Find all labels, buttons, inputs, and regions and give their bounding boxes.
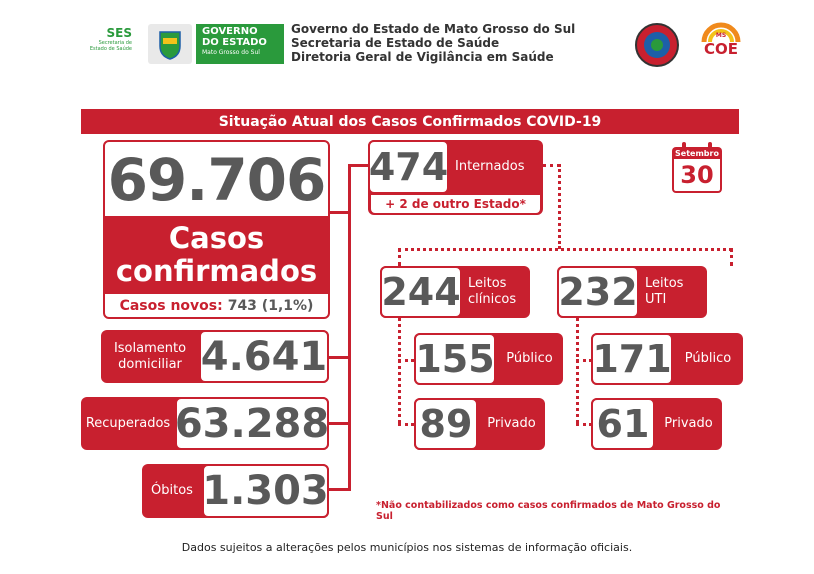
disclaimer: Dados sujeitos a alterações pelos municí… <box>181 541 633 554</box>
connector <box>328 488 351 491</box>
connector <box>348 164 351 490</box>
out-of-state-patients: + 2 de outro Estado* <box>385 197 526 211</box>
total-cases-label-2: confirmados <box>115 254 318 288</box>
clinical-beds-card: 244 Leitos clínicos <box>380 266 530 318</box>
dotted-connector <box>398 248 401 266</box>
connector <box>328 422 351 425</box>
deaths-label: Óbitos <box>151 483 193 498</box>
icu-private-label: Privado <box>664 416 713 431</box>
total-cases-label-1: Casos <box>168 221 265 255</box>
banner-title: Situação Atual dos Casos Confirmados COV… <box>218 113 602 130</box>
recovered-label: Recuperados <box>85 415 171 431</box>
clinical-public-value: 155 <box>415 337 495 381</box>
dotted-connector <box>576 359 592 362</box>
dotted-connector <box>576 318 579 423</box>
icu-public-value: 171 <box>592 337 672 381</box>
clinical-label-1: Leitos <box>468 276 507 291</box>
home-isolation-card: Isolamento domiciliar 4.641 <box>101 330 329 383</box>
hospitalized-label: Internados <box>455 159 525 174</box>
clinical-private-label: Privado <box>487 416 536 431</box>
clinical-label-2: clínicos <box>468 292 517 307</box>
hospitalized-card: 474 Internados + 2 de outro Estado* <box>368 140 543 215</box>
dotted-connector <box>398 359 414 362</box>
total-cases-card: 69.706 Casos confirmados Casos novos: 74… <box>103 140 330 319</box>
connector <box>348 164 370 167</box>
clinical-public-label: Público <box>506 351 553 366</box>
deaths-value: 1.303 <box>202 468 329 514</box>
footnote: *Não contabilizados como casos confirmad… <box>376 500 721 522</box>
clinical-public-card: 155 Público <box>414 333 563 385</box>
connector <box>328 356 351 359</box>
coe-logo: MS COE <box>698 18 744 68</box>
ses-logo: SES Secretaria de Estado de Saúde <box>82 26 132 60</box>
isolation-label-1: Isolamento <box>113 340 187 356</box>
coe-text: COE <box>703 40 738 58</box>
deaths-card: Óbitos 1.303 <box>142 464 329 518</box>
dotted-connector <box>398 248 732 251</box>
clinical-private-value: 89 <box>419 402 473 446</box>
icu-private-card: 61 Privado <box>591 398 722 450</box>
isolation-label-2: domiciliar <box>118 356 182 372</box>
government-logo: GOVERNO DO ESTADO Mato Grosso do Sul <box>196 24 284 64</box>
icu-label-2: UTI <box>645 292 667 307</box>
isolation-value: 4.641 <box>200 333 328 380</box>
icu-public-label: Público <box>684 351 732 366</box>
state-coat-of-arms-icon <box>148 24 192 64</box>
total-cases-value: 69.706 <box>107 146 327 214</box>
icu-beds-value: 232 <box>558 270 638 314</box>
calendar-icon: Setembro 30 <box>672 142 722 194</box>
gov-line3: Mato Grosso do Sul <box>202 49 260 56</box>
new-cases-label: Casos novos: <box>119 297 223 314</box>
header-titles: Governo do Estado de Mato Grosso do Sul … <box>291 22 611 64</box>
ses-logo-subtitle: Secretaria de Estado de Saúde <box>89 40 132 52</box>
calendar-month: Setembro <box>675 148 719 158</box>
dotted-connector <box>558 164 561 249</box>
new-cases-value: 743 (1,1%) <box>227 297 314 314</box>
recovered-card: Recuperados 63.288 <box>81 397 329 450</box>
calendar-day: 30 <box>680 161 714 189</box>
header-title-3: Diretoria Geral de Vigilância em Saúde <box>291 50 554 64</box>
dotted-connector <box>543 164 560 167</box>
clinical-private-card: 89 Privado <box>414 398 545 450</box>
connector <box>328 211 351 214</box>
icu-public-card: 171 Público <box>591 333 743 385</box>
icu-beds-card: 232 Leitos UTI <box>557 266 707 318</box>
gov-line1: GOVERNO <box>202 26 258 37</box>
ses-logo-text: SES <box>106 26 132 40</box>
coe-ms: MS <box>715 32 727 39</box>
recovered-value: 63.288 <box>174 400 330 447</box>
icu-label-1: Leitos <box>645 276 684 291</box>
dotted-connector <box>730 248 733 266</box>
health-surveillance-seal-icon <box>634 22 680 68</box>
icu-private-value: 61 <box>596 402 650 446</box>
header-title-2: Secretaria de Estado de Saúde <box>291 36 500 50</box>
gov-line2: DO ESTADO <box>202 37 267 48</box>
dotted-connector <box>398 318 401 423</box>
hospitalized-value: 474 <box>368 145 449 189</box>
title-banner: Situação Atual dos Casos Confirmados COV… <box>81 109 739 134</box>
header-title-1: Governo do Estado de Mato Grosso do Sul <box>291 22 576 36</box>
clinical-beds-value: 244 <box>381 270 461 314</box>
dotted-connector <box>576 423 592 426</box>
dotted-connector <box>398 423 414 426</box>
